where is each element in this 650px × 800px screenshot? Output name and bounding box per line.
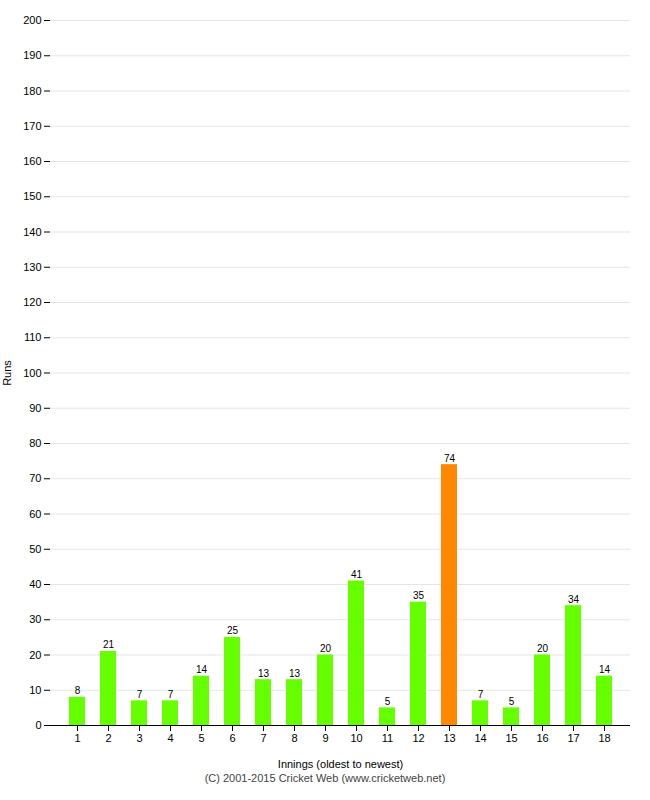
svg-text:100: 100 (23, 367, 41, 379)
svg-text:25: 25 (227, 625, 239, 636)
svg-text:14: 14 (474, 732, 486, 744)
svg-text:5: 5 (509, 696, 515, 707)
svg-text:8: 8 (291, 732, 297, 744)
svg-text:7: 7 (478, 689, 484, 700)
svg-text:13: 13 (289, 668, 301, 679)
svg-text:160: 160 (23, 155, 41, 167)
svg-text:5: 5 (198, 732, 204, 744)
svg-text:110: 110 (24, 331, 42, 343)
svg-text:1: 1 (74, 732, 80, 744)
svg-text:7: 7 (260, 732, 266, 744)
svg-text:40: 40 (29, 578, 41, 590)
svg-text:10: 10 (350, 732, 362, 744)
svg-text:0: 0 (35, 719, 41, 731)
svg-text:9: 9 (322, 732, 328, 744)
svg-text:150: 150 (23, 190, 41, 202)
svg-text:5: 5 (385, 696, 391, 707)
svg-text:21: 21 (103, 639, 115, 650)
svg-text:12: 12 (412, 732, 424, 744)
svg-text:16: 16 (536, 732, 548, 744)
svg-text:120: 120 (23, 296, 41, 308)
svg-text:34: 34 (568, 594, 580, 605)
svg-text:6: 6 (229, 732, 235, 744)
svg-text:41: 41 (351, 569, 363, 580)
svg-text:10: 10 (29, 684, 41, 696)
svg-text:18: 18 (598, 732, 610, 744)
svg-text:14: 14 (196, 664, 208, 675)
svg-text:35: 35 (413, 590, 425, 601)
html-text:(C) 2001-2015 Cricket Web (www: (C) 2001-2015 Cricket Web (www.cricketwe… (204, 772, 446, 784)
svg-text:7: 7 (137, 689, 143, 700)
svg-text:3: 3 (136, 732, 142, 744)
svg-text:2: 2 (105, 732, 111, 744)
svg-text:4: 4 (167, 732, 173, 744)
svg-text:180: 180 (23, 85, 41, 97)
svg-text:74: 74 (444, 453, 456, 464)
svg-text:60: 60 (29, 508, 41, 520)
svg-text:50: 50 (29, 543, 41, 555)
svg-text:14: 14 (599, 664, 611, 675)
svg-text:Innings (oldest to newest): Innings (oldest to newest) (278, 758, 403, 770)
svg-text:20: 20 (320, 643, 332, 654)
svg-text:13: 13 (443, 732, 455, 744)
svg-text:190: 190 (23, 49, 41, 61)
svg-text:17: 17 (567, 732, 579, 744)
svg-text:90: 90 (29, 402, 41, 414)
svg-text:Runs: Runs (1, 360, 13, 386)
svg-text:80: 80 (29, 437, 41, 449)
svg-text:7: 7 (168, 689, 174, 700)
svg-text:170: 170 (23, 120, 41, 132)
svg-text:13: 13 (258, 668, 270, 679)
svg-text:140: 140 (23, 226, 41, 238)
svg-text:15: 15 (505, 732, 517, 744)
svg-text:30: 30 (29, 613, 41, 625)
svg-text:70: 70 (29, 472, 41, 484)
svg-text:20: 20 (537, 643, 549, 654)
svg-text:11: 11 (382, 732, 393, 744)
svg-text:200: 200 (23, 14, 41, 26)
svg-text:8: 8 (75, 685, 81, 696)
svg-text:20: 20 (29, 649, 41, 661)
svg-text:130: 130 (23, 261, 41, 273)
